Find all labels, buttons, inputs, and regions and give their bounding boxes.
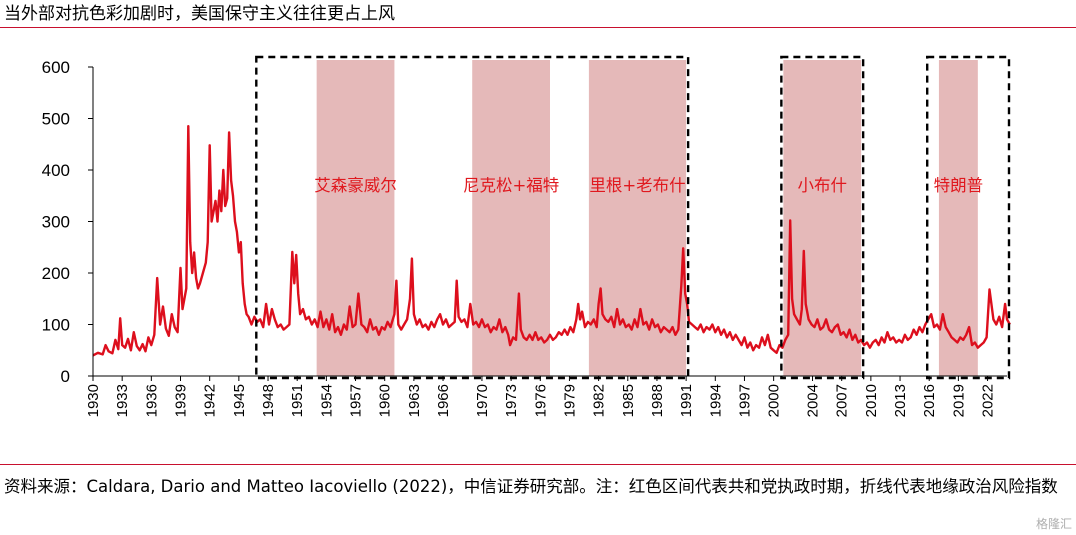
source-divider xyxy=(0,464,1076,465)
admin-label-3: 小布什 xyxy=(798,176,848,195)
x-tick-label-20: 1991 xyxy=(678,384,695,417)
risk-index-line xyxy=(92,124,1011,357)
shaded-period-3 xyxy=(783,60,862,376)
x-tick-label-8: 1954 xyxy=(318,384,335,417)
x-tick-label-9: 1957 xyxy=(348,384,365,417)
x-tick-label-28: 2016 xyxy=(921,384,938,417)
x-tick-label-6: 1948 xyxy=(260,384,277,417)
shaded-period-4 xyxy=(938,60,978,376)
x-tick-label-11: 1963 xyxy=(406,384,423,417)
y-tick-label-4: 400 xyxy=(42,161,70,180)
y-tick-label-3: 300 xyxy=(42,213,70,232)
admin-labels-layer: 艾森豪威尔 尼克松+福特 里根+老布什 小布什 特朗普 xyxy=(314,175,983,195)
x-tick-label-5: 1945 xyxy=(231,384,248,417)
x-tick-label-19: 1988 xyxy=(649,384,666,417)
admin-label-0: 艾森豪威尔 xyxy=(314,175,397,195)
x-tick-label-3: 1939 xyxy=(173,384,190,417)
admin-label-4: 特朗普 xyxy=(934,176,984,195)
x-tick-label-12: 1966 xyxy=(435,384,452,417)
x-tick-label-30: 2022 xyxy=(980,384,997,417)
x-tick-label-10: 1960 xyxy=(377,384,394,417)
dashed-box-1 xyxy=(780,55,865,380)
x-tick-label-24: 2004 xyxy=(805,384,822,417)
x-tick-label-7: 1951 xyxy=(289,384,306,417)
admin-label-2: 里根+老布什 xyxy=(589,176,685,195)
y-tick-label-2: 200 xyxy=(42,264,70,283)
source-note: 资料来源：Caldara, Dario and Matteo Iacoviell… xyxy=(4,477,1058,496)
y-tick-label-5: 500 xyxy=(42,110,70,129)
risk-line-layer xyxy=(92,124,1011,357)
x-tick-label-23: 2000 xyxy=(766,384,783,417)
x-tick-label-29: 2019 xyxy=(950,384,967,417)
x-tick-label-15: 1976 xyxy=(532,384,549,417)
chart-title: 当外部对抗色彩加剧时，美国保守主义往往更占上风 xyxy=(4,4,395,24)
watermark-logo: 格隆汇 xyxy=(1035,517,1072,531)
x-tick-label-22: 1997 xyxy=(736,384,753,417)
x-tick-label-0: 1930 xyxy=(85,384,102,417)
admin-label-1: 尼克松+福特 xyxy=(463,176,559,195)
y-tick-label-6: 600 xyxy=(42,58,70,77)
x-tick-label-4: 1942 xyxy=(202,384,219,417)
geopolitical-risk-chart: 0 100 200 300 400 500 600 1930 1933 1936 1939 1942 1… xyxy=(42,55,1011,417)
title-divider xyxy=(0,27,1076,28)
shaded-periods-layer xyxy=(316,60,978,376)
x-tick-label-21: 1994 xyxy=(707,384,724,417)
x-tick-label-18: 1985 xyxy=(620,384,637,417)
x-tick-label-25: 2007 xyxy=(834,384,851,417)
y-tick-label-0: 0 xyxy=(61,367,70,386)
x-tick-label-17: 1982 xyxy=(591,384,608,417)
x-tick-label-1: 1933 xyxy=(114,384,131,417)
x-tick-label-14: 1973 xyxy=(503,384,520,417)
y-tick-label-1: 100 xyxy=(42,316,70,335)
shaded-period-1 xyxy=(472,60,550,376)
x-tick-label-27: 2013 xyxy=(892,384,909,417)
x-tick-label-13: 1970 xyxy=(474,384,491,417)
dashed-boxes-layer xyxy=(255,55,1011,380)
x-tick-label-16: 1979 xyxy=(561,384,578,417)
dashed-box-2 xyxy=(926,55,1011,380)
x-tick-label-2: 1936 xyxy=(143,384,160,417)
x-tick-label-26: 2010 xyxy=(863,384,880,417)
dashed-box-0 xyxy=(255,55,690,380)
axes-layer: 0 100 200 300 400 500 600 1930 1933 1936 1939 1942 1… xyxy=(42,58,1007,417)
